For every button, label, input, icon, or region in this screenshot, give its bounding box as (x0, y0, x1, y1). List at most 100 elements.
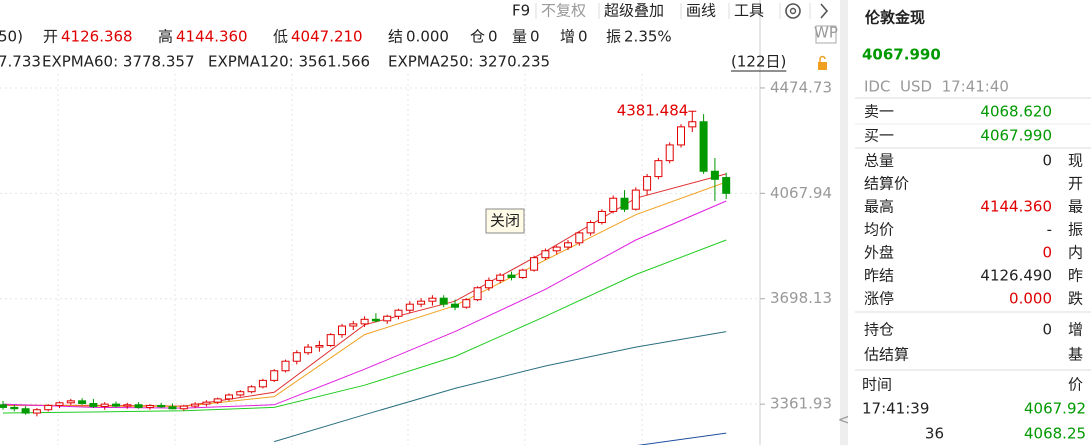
info-value: 0.000 (406, 28, 449, 46)
toolbar-item[interactable]: 超级叠加 (604, 2, 664, 20)
info-label: 量 (512, 28, 527, 46)
candle-body (66, 400, 75, 404)
candle-body (428, 297, 437, 302)
candle-body (518, 269, 527, 278)
candle-body (405, 303, 414, 311)
candle-body (371, 318, 380, 322)
stat-label: 最高 (864, 198, 894, 216)
collapse-arrow[interactable]: < (838, 411, 851, 429)
candle-body (631, 189, 640, 210)
candle-body (530, 257, 539, 271)
toolbar-item[interactable]: 不复权 (541, 2, 586, 20)
stat-value: 4126.490 (980, 267, 1052, 285)
wp-icon[interactable] (815, 25, 837, 44)
panel-meta: IDC USD 17:41:40 (864, 78, 1009, 96)
candle-body (654, 160, 663, 178)
legend-entry: EXPMA60: 3778.357 (42, 53, 194, 71)
y-tick-label: 3698.13 (770, 289, 832, 307)
candle-body (451, 303, 459, 308)
candle-body (462, 299, 471, 308)
candle-body (507, 274, 516, 278)
next-arrow[interactable] (820, 3, 829, 19)
candle-body (541, 250, 550, 259)
toolbar-item[interactable]: F9 (512, 2, 530, 20)
candle-body (32, 409, 41, 414)
y-tick-label: 4474.73 (770, 78, 832, 96)
stat-label-right: 跌 (1068, 290, 1083, 308)
candle-body (710, 170, 719, 180)
tick-time: 36 (925, 425, 944, 443)
candle-body (665, 144, 674, 162)
toolbar-item[interactable]: 工具 (734, 2, 764, 20)
info-label: 振 (606, 28, 621, 46)
candle-body (213, 398, 222, 403)
candle-body (315, 345, 324, 348)
stat-label: 外盘 (864, 244, 894, 262)
toolbar-item[interactable]: 画线 (686, 2, 716, 20)
candle-body (202, 401, 211, 405)
stat-label-right: 最 (1068, 198, 1083, 216)
candle-body (349, 323, 358, 327)
candle-body (383, 315, 392, 322)
stat-label: 估结算 (864, 346, 909, 364)
close-button[interactable] (485, 208, 525, 234)
candle-body (179, 405, 188, 410)
indicator-line (637, 432, 727, 445)
candle-body (484, 279, 493, 289)
lock-icon[interactable] (818, 62, 827, 70)
max-label: 4381.484 (617, 102, 689, 120)
stat-value: 4144.360 (980, 198, 1052, 216)
info-label: 结 (388, 28, 403, 46)
legend-entry: 7.733 (0, 53, 41, 71)
indicator-line (2, 200, 727, 409)
candle-body (247, 386, 256, 393)
indicator-line (2, 239, 727, 414)
stat-label: 总量 (864, 152, 894, 170)
info-value: 2.35% (624, 28, 672, 46)
period-label[interactable]: (122日) (731, 53, 786, 71)
tick-price: 4067.92 (1024, 400, 1086, 418)
info-label: 低 (273, 28, 288, 46)
stat-label-right: 内 (1068, 244, 1083, 262)
quote-value: 4068.620 (980, 103, 1052, 121)
candle-body (496, 274, 505, 281)
stat-value: 0 (1042, 321, 1052, 339)
tick-time: 17:41:39 (862, 400, 929, 418)
candle-body (112, 403, 120, 407)
candle-body (55, 402, 64, 406)
plot-area (0, 74, 760, 445)
quote-panel (848, 0, 1091, 445)
candle-body (157, 404, 166, 408)
info-value: 4126.368 (61, 28, 133, 46)
candle-body (281, 360, 290, 372)
candle-body (677, 126, 685, 146)
tick-price: 4068.25 (1024, 425, 1086, 443)
wp-icon-text: WP (814, 24, 838, 42)
quote-label: 买一 (864, 127, 894, 145)
close-button-label[interactable]: 关闭 (490, 212, 520, 230)
ticks-header: 时间 (862, 376, 892, 394)
info-label: 50) (0, 28, 23, 46)
info-value: 0 (578, 28, 588, 46)
candle-body (258, 379, 267, 388)
info-value: 0 (488, 28, 498, 46)
divider[interactable] (840, 0, 848, 445)
candle-body (473, 287, 482, 301)
info-value: 4047.210 (291, 28, 363, 46)
quote-label: 卖一 (864, 103, 894, 121)
candle-body (326, 334, 335, 347)
candle-body (78, 400, 87, 404)
info-label: 开 (43, 28, 58, 46)
stat-label-right: 开 (1068, 175, 1083, 193)
stat-label-right: 基 (1068, 346, 1083, 364)
legend-entry: EXPMA120: 3561.566 (208, 53, 370, 71)
candle-body (236, 391, 245, 396)
stat-value: - (1047, 221, 1052, 239)
candle-body (44, 404, 53, 411)
candle-body (597, 210, 606, 224)
settings-icon[interactable] (785, 3, 801, 19)
stat-value: 0 (1042, 244, 1052, 262)
info-label: 仓 (470, 28, 485, 46)
candle-body (439, 297, 448, 305)
stat-label: 昨结 (864, 267, 894, 285)
